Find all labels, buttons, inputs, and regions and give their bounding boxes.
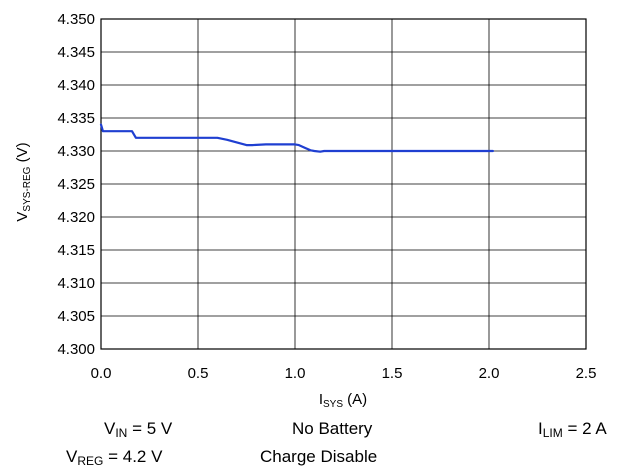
x-axis-title: ISYS (A) [319,391,367,410]
condition-charge: Charge Disable [260,447,378,466]
y-tick-label: 4.305 [57,308,95,325]
y-tick-label: 4.325 [57,176,95,193]
plot-frame [100,18,587,350]
y-tick-label: 4.315 [57,242,95,259]
x-tick-label: 2.0 [479,365,500,382]
x-tick-label: 1.0 [285,365,306,382]
y-tick-label: 4.350 [57,11,95,28]
y-tick-label: 4.320 [57,209,95,226]
x-tick-label: 0.5 [188,365,209,382]
y-tick-label: 4.300 [57,341,95,358]
condition-vreg: VREG = 4.2 V [66,447,163,468]
y-tick-label: 4.345 [57,44,95,61]
y-tick-label: 4.340 [57,77,95,94]
y-tick-label: 4.310 [57,275,95,292]
series-group [99,123,494,153]
condition-ilim: ILIM = 2 A [538,419,607,440]
y-tick-label: 4.335 [57,110,95,127]
x-tick-label: 0.0 [91,365,112,382]
series-line [99,123,494,153]
condition-vin: VIN = 5 V [104,419,173,440]
y-tick-label: 4.330 [57,143,95,160]
x-tick-label: 2.5 [576,365,597,382]
x-tick-label: 1.5 [382,365,403,382]
grid [100,18,587,350]
x-tick-labels: 0.0 0.5 1.0 1.5 2.0 2.5 [91,365,597,382]
y-tick-labels: 4.300 4.305 4.310 4.315 4.320 4.325 4.330 4.335… [57,11,95,358]
condition-battery: No Battery [292,419,373,438]
y-axis-title: VSYS-REG (V) [14,142,33,221]
